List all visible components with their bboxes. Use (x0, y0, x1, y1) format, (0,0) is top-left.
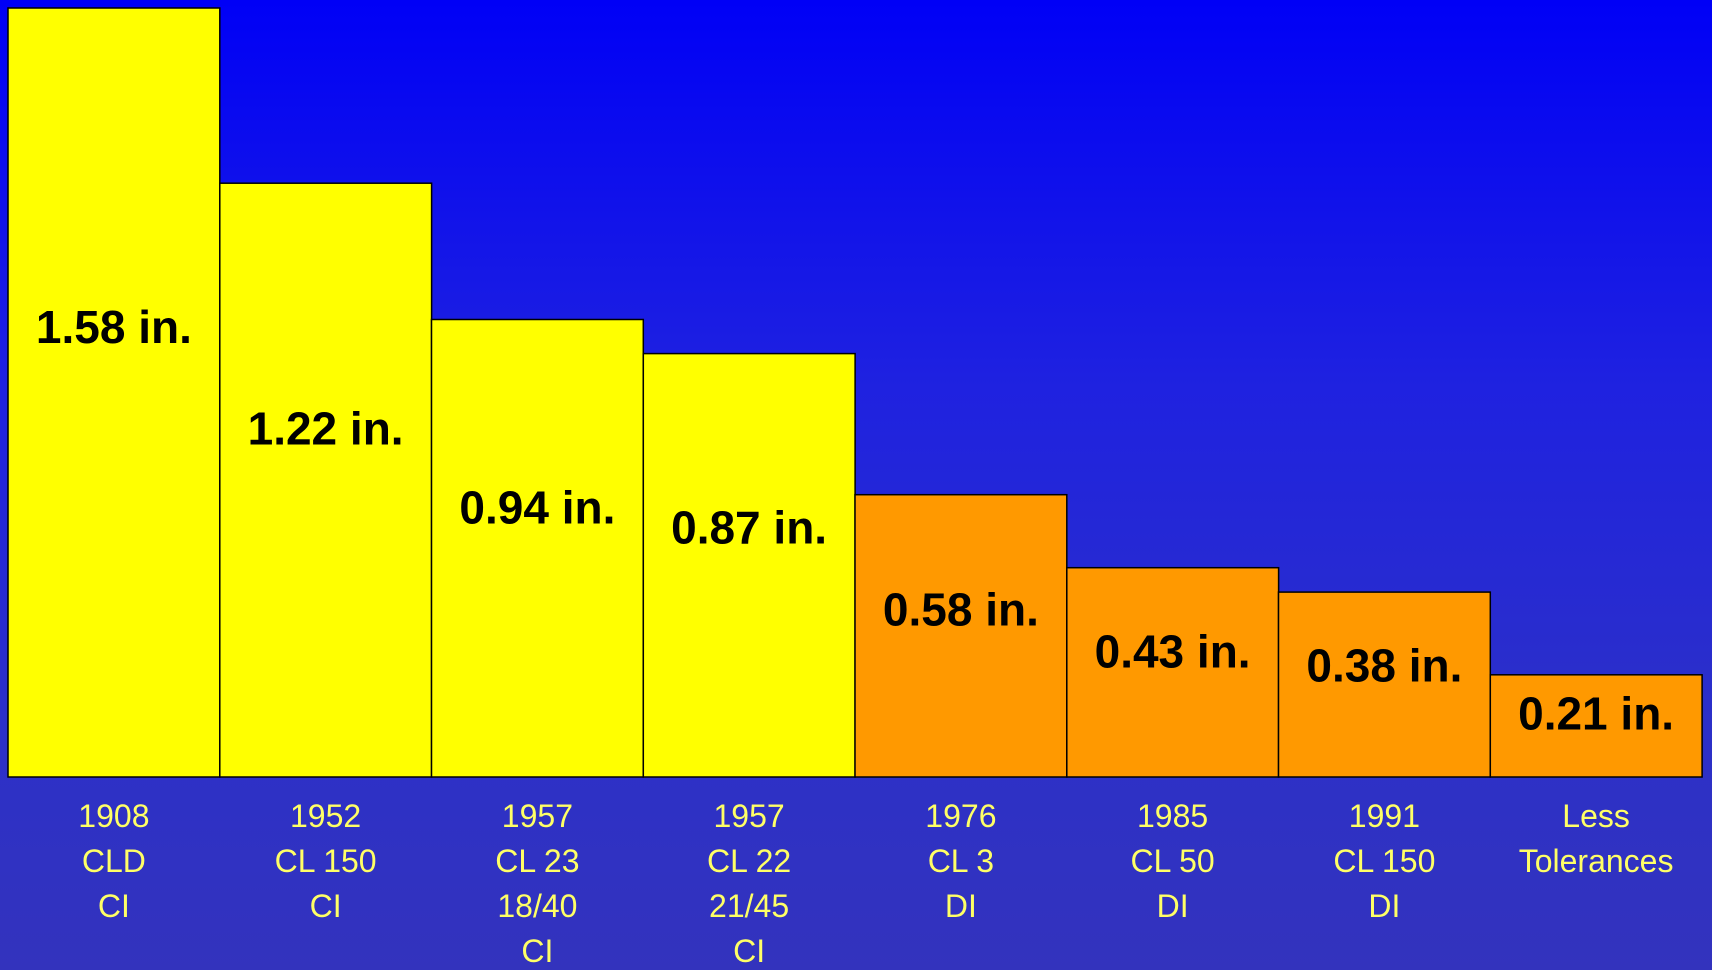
category-label-2-line-1: CL 23 (495, 843, 579, 879)
category-label-7-line-1: Tolerances (1519, 843, 1674, 879)
category-label-0-line-1: CLD (82, 843, 146, 879)
category-label-7-line-0: Less (1562, 798, 1630, 834)
bar-2 (430, 318, 645, 778)
category-label-6-line-0: 1991 (1349, 798, 1420, 834)
value-label-3: 0.87 in. (671, 501, 827, 553)
bar-1 (219, 182, 433, 778)
category-label-4-line-0: 1976 (925, 798, 996, 834)
bar-7 (1489, 674, 1703, 778)
category-label-3-line-3: CI (733, 933, 765, 969)
category-label-1-line-2: CI (310, 888, 342, 924)
category-label-3-line-0: 1957 (714, 798, 785, 834)
value-labels-group: 1.58 in. 1.22 in. 0.94 in. 0.87 in. 0.58 in.… (36, 301, 1674, 740)
bar-4 (854, 493, 1068, 778)
category-label-6: 1991 CL 150 DI (1333, 798, 1435, 924)
category-label-2-line-0: 1957 (502, 798, 573, 834)
category-label-3-line-1: CL 22 (707, 843, 791, 879)
category-label-4-line-1: CL 3 (928, 843, 994, 879)
value-label-7: 0.21 in. (1518, 688, 1674, 740)
category-label-0: 1908 CLD CI (78, 798, 149, 924)
category-label-6-line-1: CL 150 (1333, 843, 1435, 879)
bar-5 (1066, 566, 1280, 778)
category-label-2-line-2: 18/40 (497, 888, 577, 924)
category-label-3-line-2: 21/45 (709, 888, 789, 924)
category-label-4-line-2: DI (945, 888, 977, 924)
category-label-5-line-1: CL 50 (1130, 843, 1214, 879)
value-label-0: 1.58 in. (36, 301, 192, 353)
category-label-7: Less Tolerances (1519, 798, 1674, 879)
category-label-5-line-0: 1985 (1137, 798, 1208, 834)
category-label-1-line-0: 1952 (290, 798, 361, 834)
value-label-6: 0.38 in. (1306, 640, 1462, 692)
bar-0 (7, 7, 221, 778)
bar-6 (1277, 591, 1492, 778)
value-label-2: 0.94 in. (459, 482, 615, 534)
bar-3 (642, 352, 856, 778)
category-label-5-line-2: DI (1157, 888, 1189, 924)
value-label-1: 1.22 in. (248, 403, 404, 455)
category-label-0-line-0: 1908 (78, 798, 149, 834)
value-label-5: 0.43 in. (1095, 626, 1251, 678)
category-label-6-line-2: DI (1368, 888, 1400, 924)
category-label-5: 1985 CL 50 DI (1130, 798, 1214, 924)
bars-group (7, 7, 1703, 778)
value-label-4: 0.58 in. (883, 583, 1039, 635)
category-label-0-line-2: CI (98, 888, 130, 924)
category-label-1-line-1: CL 150 (275, 843, 377, 879)
category-label-1: 1952 CL 150 CI (275, 798, 377, 924)
category-label-2-line-3: CI (521, 933, 553, 969)
category-label-4: 1976 CL 3 DI (925, 798, 996, 924)
category-label-3: 1957 CL 22 21/45 CI (707, 798, 791, 969)
category-label-2: 1957 CL 23 18/40 CI (495, 798, 579, 969)
